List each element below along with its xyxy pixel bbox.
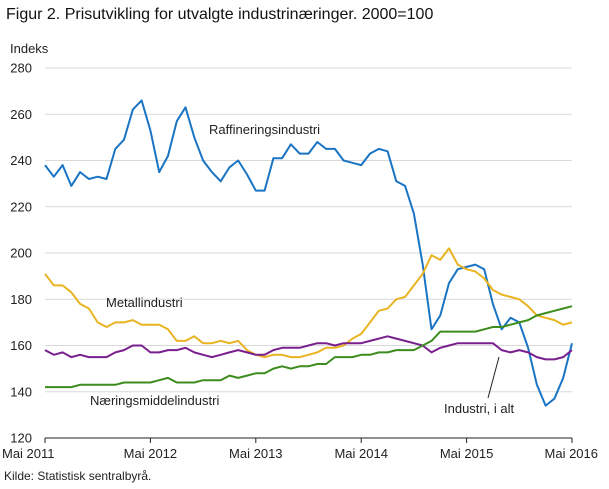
annotation-pointer-line [487,356,500,399]
y-axis-label: Indeks [10,41,49,56]
x-tick-label: Mai 2015 [440,446,493,461]
x-tick-label: Mai 2011 [2,446,55,461]
x-tick-label: Mai 2014 [334,446,387,461]
series-line-metallindustri [44,247,573,359]
y-tick-label: 240 [10,153,32,168]
series-line-industri-i-alt [44,335,573,361]
y-tick-label: 140 [10,384,32,399]
x-tick-label: Mai 2016 [545,446,598,461]
y-tick-label: 120 [10,431,32,446]
line-chart: Indeks 120 140 160 180 200 220 240 260 280 Mai 201… [2,41,598,461]
y-tick-label: 280 [10,61,32,76]
y-tick-label: 160 [10,338,32,353]
y-tick-label: 220 [10,199,32,214]
label-naeringsmiddelindustri: Næringsmiddelindustri [90,393,219,408]
x-tick-label: Mai 2013 [229,446,282,461]
y-tick-label: 260 [10,107,32,122]
series-line-naeringsmiddelindustri [45,305,573,389]
y-tick-label: 180 [10,292,32,307]
chart-title: Figur 2. Prisutvikling for utvalgte indu… [6,6,434,23]
y-tick-label: 200 [10,246,32,261]
label-industri-i-alt: Industri, i alt [444,401,514,416]
label-raffineringsindustri: Raffineringsindustri [209,122,320,137]
series-line-raffineringsindustri [44,99,573,407]
x-tick-label: Mai 2012 [124,446,177,461]
label-metallindustri: Metallindustri [106,295,183,310]
source-note: Kilde: Statistisk sentralbyrå. [4,469,152,483]
